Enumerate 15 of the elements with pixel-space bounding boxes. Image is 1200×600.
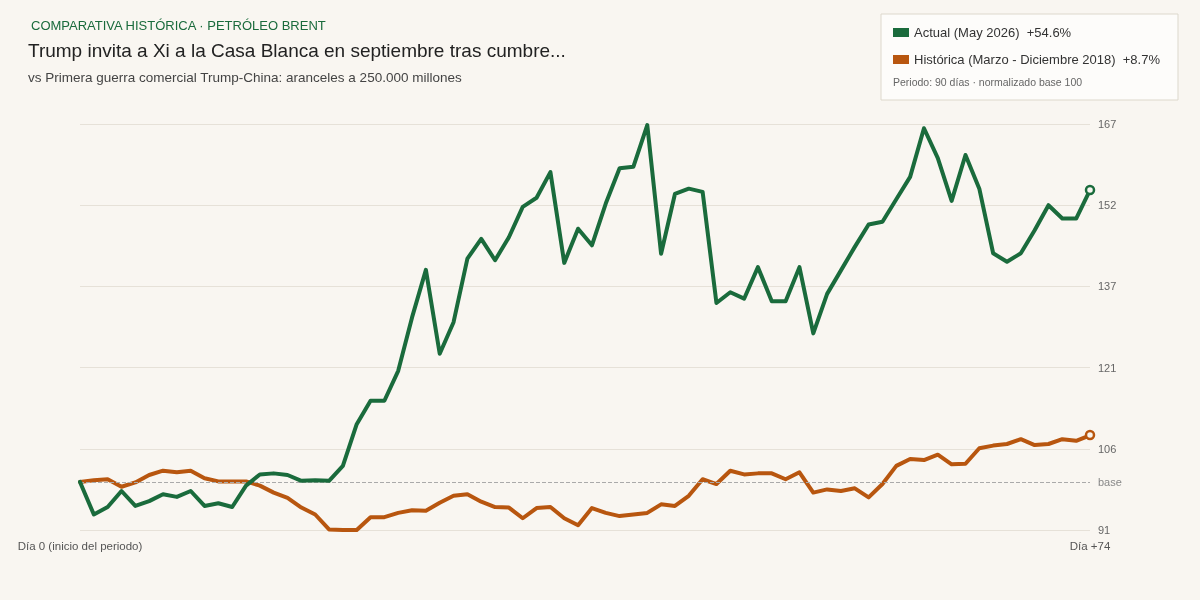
y-tick-label: 167: [1098, 118, 1117, 130]
text: COMPARATIVA HISTÓRICA · PETRÓLEO BRENT: [31, 18, 326, 33]
y-tick-label: 91: [1098, 524, 1111, 536]
chart-title: Trump invita a Xi a la Casa Blanca en septiembre tras cumbre...: [28, 40, 566, 61]
x-tick-label: Día +74: [1069, 540, 1111, 552]
chart-subtitle: vs Primera guerra comercial Trump-China: aranceles a 250.000 millones: [28, 69, 462, 85]
ref-line-label: base: [1098, 475, 1122, 488]
y-tick-label: 121: [1098, 361, 1117, 374]
text: Periodo: 90 días · normalizado base 100: [893, 75, 1083, 88]
x-tick-label: Día 0 (inicio del periodo): [17, 540, 143, 552]
y-tick-label: 106: [1098, 442, 1117, 455]
y-tick-label: 137: [1098, 280, 1117, 293]
legend-label: Histórica (Marzo - Diciembre 2018) +8.7%: [914, 52, 1161, 67]
legend-label: Actual (May 2026) +54.6%: [914, 25, 1072, 40]
y-tick-label: 152: [1098, 199, 1117, 212]
